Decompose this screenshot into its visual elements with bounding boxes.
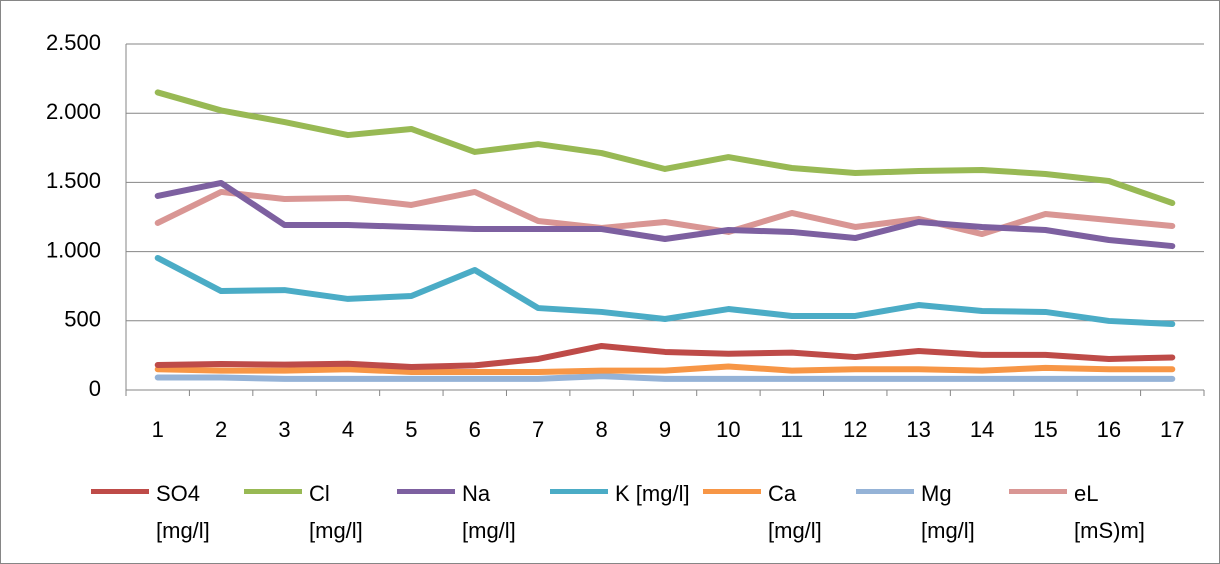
legend-label: K [mg/l] — [615, 481, 690, 506]
x-tick-label: 1 — [152, 417, 164, 442]
y-tick-label: 1.500 — [46, 168, 101, 193]
legend-swatch — [856, 489, 914, 494]
legend-swatch — [91, 489, 149, 494]
series-line — [154, 363, 1176, 376]
x-tick-label: 11 — [780, 417, 803, 442]
x-tick-label: 6 — [469, 417, 481, 442]
legend-label: Ca [mg/l] — [768, 481, 822, 543]
y-tick-label: 1.000 — [46, 237, 101, 262]
y-tick-label: 2.500 — [46, 30, 101, 55]
series-line — [154, 89, 1176, 207]
y-tick-label: 2.000 — [46, 99, 101, 124]
legend-swatch — [703, 489, 761, 494]
x-tick-label: 16 — [1097, 417, 1121, 442]
x-tick-label: 12 — [843, 417, 867, 442]
x-tick-label: 8 — [595, 417, 607, 442]
series-line — [154, 254, 1176, 327]
y-tick-label: 500 — [64, 307, 101, 332]
x-tick-label: 7 — [532, 417, 544, 442]
series-line — [154, 342, 1176, 371]
x-tick-label: 4 — [342, 417, 354, 442]
legend-label: eL [mS)m] — [1074, 481, 1145, 543]
y-tick-label: 0 — [89, 376, 101, 401]
legend-label: Na [mg/l] — [462, 481, 516, 543]
x-tick-label: 10 — [716, 417, 740, 442]
x-tick-label: 15 — [1033, 417, 1057, 442]
legend-swatch — [244, 489, 302, 494]
x-tick-label: 2 — [215, 417, 227, 442]
x-tick-label: 5 — [405, 417, 417, 442]
legend-label: Mg [mg/l] — [921, 481, 975, 543]
x-tick-label: 17 — [1160, 417, 1184, 442]
legend-swatch — [550, 489, 608, 494]
x-tick-label: 9 — [659, 417, 671, 442]
series-line — [154, 373, 1176, 382]
series-line — [154, 179, 1176, 250]
legend-swatch — [1009, 489, 1067, 494]
legend-label: Cl [mg/l] — [309, 481, 363, 543]
legend-label: SO4 [mg/l] — [156, 481, 210, 543]
legend-swatch — [397, 489, 455, 494]
x-tick-label: 14 — [970, 417, 994, 442]
x-tick-label: 13 — [906, 417, 930, 442]
x-tick-label: 3 — [278, 417, 290, 442]
